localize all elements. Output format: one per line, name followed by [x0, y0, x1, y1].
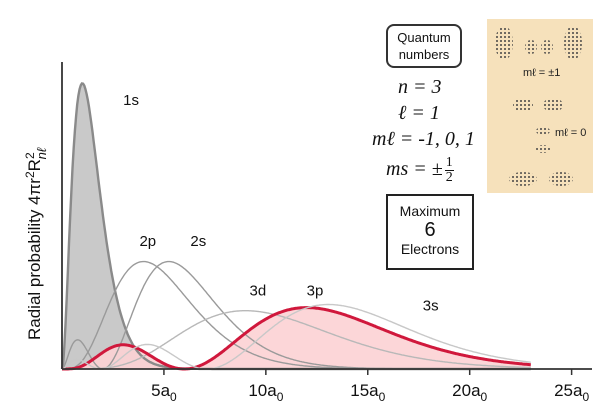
spin-numerator: 1: [444, 155, 454, 171]
curve-label-3s: 3s: [423, 298, 439, 315]
curve-label-3p: 3p: [307, 282, 324, 299]
x-tick-label-15: 15a0: [350, 381, 385, 404]
x-tick-label-10: 10a0: [248, 381, 283, 404]
quantum-numbers-box: Quantum numbers: [386, 24, 462, 68]
curve-label-2s: 2s: [190, 233, 206, 250]
y-axis-label: Radial probability 4πr2R2nℓ: [23, 147, 49, 340]
curve-label-2p: 2p: [139, 233, 156, 250]
ml-0-label: mℓ = 0: [555, 127, 587, 139]
orbital-shapes-image: [495, 26, 582, 186]
x-tick-label-25: 25a0: [554, 381, 589, 404]
max-line3: Electrons: [400, 241, 460, 257]
quantum-numbers-line2: numbers: [398, 47, 450, 62]
y-axis-label-text: Radial probability 4πr: [25, 178, 44, 340]
curve-3p: [62, 306, 531, 371]
ml-pm1-label: mℓ = ±1: [523, 67, 561, 79]
curve-3s: [61, 303, 531, 370]
magnetic-quantum-number: mℓ = -1, 0, 1: [372, 128, 475, 150]
spin-prefix: ms = ±: [386, 158, 443, 181]
area-1s: [62, 83, 531, 369]
angular-quantum-number: ℓ = 1: [398, 102, 440, 124]
curve-label-1s: 1s: [123, 92, 139, 109]
spin-quantum-number: ms = ±1 2: [386, 156, 454, 185]
curve-3d: [62, 310, 531, 370]
principal-quantum-number: n = 3: [398, 76, 442, 98]
orbital-lobes-pm1: [495, 26, 582, 60]
quantum-numbers-line1: Quantum: [397, 30, 451, 45]
y-axis-label-sup: 2: [23, 171, 37, 178]
max-line2: 6: [424, 219, 436, 241]
orbital-shapes-panel: mℓ = ±1 mℓ = 0: [487, 19, 593, 193]
curve-label-3d: 3d: [250, 282, 267, 299]
area-3p: [62, 307, 531, 369]
orbital-lobes-0: [509, 127, 573, 186]
x-tick-label-5: 5a0: [151, 381, 177, 404]
max-line1: Maximum: [399, 203, 461, 219]
maximum-electrons-box: Maximum 6 Electrons: [386, 194, 474, 270]
orbital-lobes-middle: [513, 98, 563, 112]
x-tick-label-20: 20a0: [452, 381, 487, 404]
spin-denominator: 2: [445, 170, 453, 185]
